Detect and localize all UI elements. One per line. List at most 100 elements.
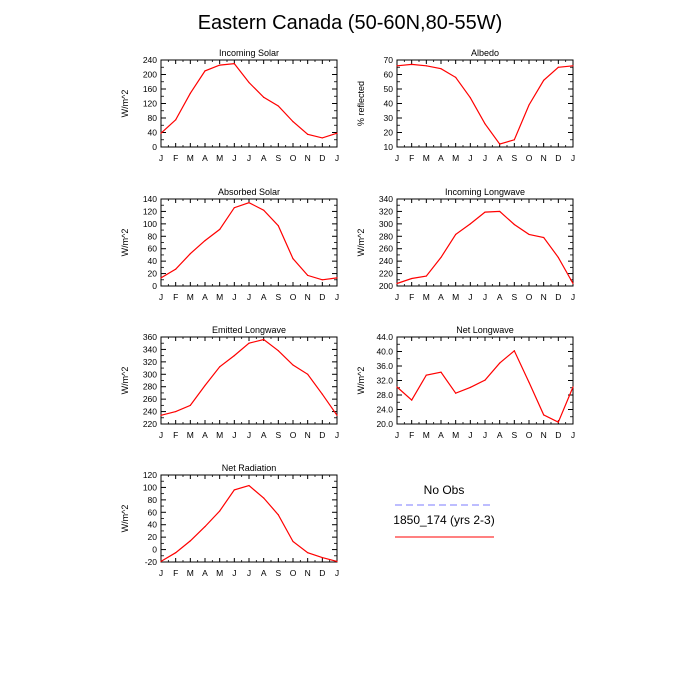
series-line bbox=[160, 202, 338, 281]
x-tick-label: M bbox=[187, 568, 194, 578]
data-point bbox=[572, 386, 574, 388]
data-point bbox=[336, 132, 338, 134]
data-point bbox=[263, 338, 265, 341]
x-tick-label: O bbox=[526, 430, 533, 440]
x-tick-label: M bbox=[187, 153, 194, 163]
y-tick-label: 100 bbox=[143, 219, 157, 229]
data-point bbox=[499, 143, 501, 145]
data-point bbox=[277, 514, 279, 516]
data-point bbox=[219, 366, 221, 368]
y-tick-label: 0 bbox=[152, 281, 157, 291]
data-point bbox=[411, 63, 413, 65]
panel-title: Net Radiation bbox=[222, 463, 277, 473]
x-tick-label: A bbox=[202, 292, 208, 302]
x-tick-label: F bbox=[173, 292, 178, 302]
data-point bbox=[233, 489, 235, 491]
data-point bbox=[440, 256, 442, 259]
data-point bbox=[499, 362, 501, 364]
data-point bbox=[528, 104, 530, 106]
data-point bbox=[233, 63, 235, 65]
y-tick-label: 340 bbox=[143, 344, 157, 354]
y-tick-label: 280 bbox=[143, 382, 157, 392]
data-point bbox=[425, 65, 427, 67]
x-tick-label: D bbox=[319, 153, 325, 163]
y-tick-label: 20 bbox=[148, 269, 158, 279]
x-tick-label: O bbox=[290, 568, 297, 578]
y-tick-label: 50 bbox=[384, 84, 394, 94]
data-point bbox=[557, 256, 559, 259]
y-tick-label: 24.0 bbox=[376, 405, 393, 415]
x-tick-label: M bbox=[216, 292, 223, 302]
x-tick-label: M bbox=[187, 292, 194, 302]
panel-title: Net Longwave bbox=[456, 325, 514, 335]
data-point bbox=[528, 381, 530, 383]
data-point bbox=[160, 560, 162, 562]
data-point bbox=[572, 282, 574, 285]
x-tick-label: A bbox=[261, 430, 267, 440]
data-point bbox=[248, 202, 250, 204]
y-tick-label: 60 bbox=[148, 507, 158, 517]
y-tick-label: 40.0 bbox=[376, 347, 393, 357]
data-point bbox=[175, 552, 177, 554]
y-tick-label: 40 bbox=[384, 99, 394, 109]
y-axis-label: W/m^2 bbox=[120, 505, 130, 533]
data-point bbox=[513, 350, 515, 352]
data-point bbox=[469, 386, 471, 388]
data-point bbox=[440, 68, 442, 70]
data-point bbox=[528, 233, 530, 236]
data-point bbox=[513, 223, 515, 226]
panel-title: Emitted Longwave bbox=[212, 325, 286, 335]
data-point bbox=[204, 384, 206, 387]
y-tick-label: 240 bbox=[143, 55, 157, 65]
x-tick-label: J bbox=[483, 430, 487, 440]
x-tick-label: M bbox=[187, 430, 194, 440]
data-point bbox=[307, 552, 309, 554]
y-tick-label: 40 bbox=[148, 128, 158, 138]
x-tick-label: O bbox=[526, 292, 533, 302]
x-tick-label: N bbox=[305, 568, 311, 578]
plot-frame bbox=[160, 474, 338, 563]
data-point bbox=[189, 92, 191, 94]
data-point bbox=[321, 557, 323, 559]
data-point bbox=[189, 540, 191, 542]
x-tick-label: J bbox=[468, 430, 472, 440]
x-tick-label: O bbox=[526, 153, 533, 163]
y-tick-label: 300 bbox=[143, 369, 157, 379]
y-tick-label: 44.0 bbox=[376, 332, 393, 342]
x-tick-label: S bbox=[511, 292, 517, 302]
data-point bbox=[425, 275, 427, 277]
data-point bbox=[189, 404, 191, 406]
data-point bbox=[219, 64, 221, 66]
y-tick-label: 200 bbox=[379, 281, 393, 291]
series-line bbox=[396, 349, 574, 424]
plot-frame bbox=[396, 59, 574, 148]
y-tick-label: 20.0 bbox=[376, 419, 393, 429]
data-point bbox=[469, 97, 471, 99]
y-tick-label: 120 bbox=[143, 206, 157, 216]
y-tick-label: 200 bbox=[143, 70, 157, 80]
data-point bbox=[469, 223, 471, 225]
x-tick-label: J bbox=[483, 153, 487, 163]
data-point bbox=[233, 355, 235, 357]
data-point bbox=[455, 233, 457, 236]
y-tick-label: 240 bbox=[143, 407, 157, 417]
data-point bbox=[499, 210, 501, 213]
x-tick-label: J bbox=[159, 568, 163, 578]
y-axis-label: % reflected bbox=[356, 81, 366, 126]
data-point bbox=[248, 342, 250, 344]
data-point bbox=[292, 540, 294, 543]
panel-title: Albedo bbox=[471, 48, 499, 58]
x-tick-label: F bbox=[173, 568, 178, 578]
x-tick-label: J bbox=[571, 430, 575, 440]
x-tick-label: A bbox=[202, 568, 208, 578]
y-tick-label: 40 bbox=[148, 256, 158, 266]
y-tick-label: 30 bbox=[384, 113, 394, 123]
plot-frame bbox=[160, 336, 338, 425]
y-tick-label: 0 bbox=[152, 142, 157, 152]
data-point bbox=[292, 258, 294, 260]
data-point bbox=[484, 123, 486, 125]
series-line bbox=[160, 484, 338, 562]
